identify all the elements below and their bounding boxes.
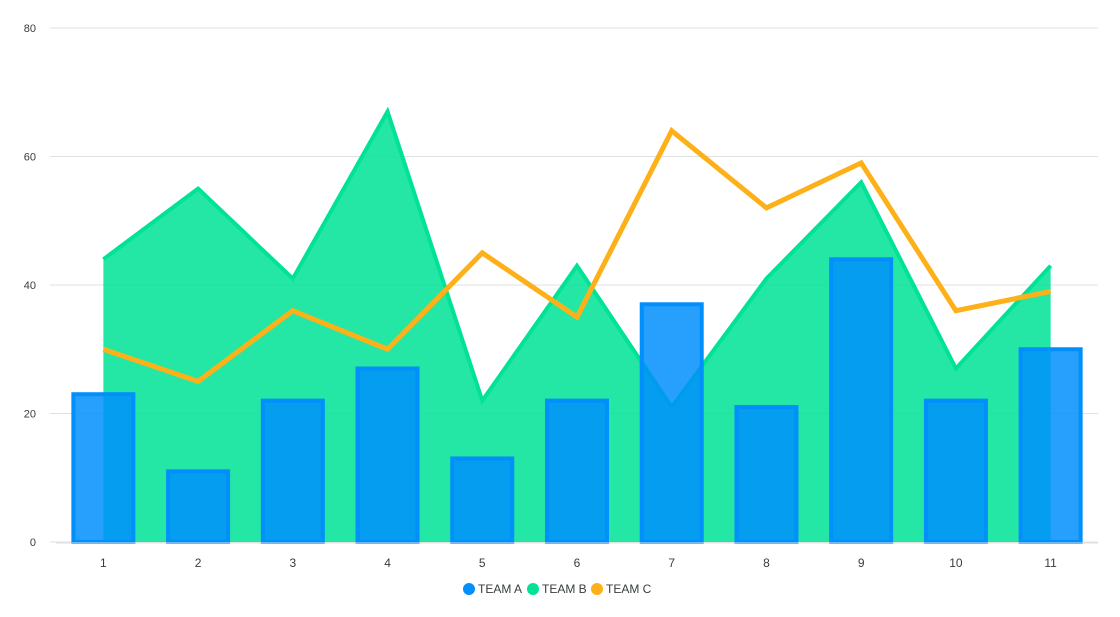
x-tick-label: 10 — [949, 556, 963, 570]
x-tick-label: 8 — [763, 556, 770, 570]
legend-item[interactable]: TEAM B — [527, 582, 587, 596]
team-c-line — [102, 126, 1052, 385]
team-a-bar — [639, 302, 704, 544]
x-tick-label: 7 — [668, 556, 675, 570]
team-a-bar — [260, 398, 325, 544]
team-a-bar — [1018, 347, 1083, 544]
x-tick-label: 11 — [1044, 556, 1057, 570]
x-tick-label: 2 — [195, 556, 202, 570]
x-tick-label: 1 — [100, 556, 107, 570]
legend-marker — [591, 583, 603, 595]
team-a-bar — [545, 398, 609, 544]
x-axis: 1 2 3 4 5 6 7 8 9 10 11 — [56, 542, 1098, 570]
legend-marker — [527, 583, 539, 595]
legend-item[interactable]: TEAM A — [463, 582, 522, 596]
legend-label: TEAM A — [478, 582, 522, 596]
y-tick-label: 0 — [30, 537, 36, 549]
y-tick-label: 80 — [24, 23, 36, 35]
legend-marker — [463, 583, 475, 595]
x-tick-label: 4 — [384, 556, 391, 570]
x-tick-label: 9 — [858, 556, 865, 570]
team-c-line-series — [102, 126, 1052, 385]
team-b-area-fill — [103, 111, 1051, 543]
team-a-bar — [71, 392, 136, 544]
y-tick-label: 20 — [24, 409, 36, 421]
y-tick-label: 60 — [24, 152, 36, 164]
legend: TEAM A TEAM B TEAM C — [463, 582, 652, 596]
team-a-bar — [166, 469, 231, 545]
team-a-bar-series — [71, 257, 1083, 545]
team-a-bar — [450, 456, 515, 545]
team-a-bar — [355, 366, 420, 544]
x-tick-label: 5 — [479, 556, 486, 570]
y-tick-label: 40 — [24, 280, 36, 292]
legend-item[interactable]: TEAM C — [591, 582, 652, 596]
team-b-area-line — [102, 106, 1053, 411]
legend-label: TEAM C — [606, 582, 652, 596]
team-a-bar — [829, 257, 894, 544]
x-tick-label: 6 — [574, 556, 581, 570]
x-tick-label: 3 — [289, 556, 296, 570]
team-a-bar — [734, 405, 799, 545]
team-b-area-series — [102, 106, 1053, 543]
team-a-bar — [923, 398, 988, 544]
y-axis: 0 20 40 60 80 — [24, 23, 36, 549]
legend-label: TEAM B — [542, 582, 587, 596]
